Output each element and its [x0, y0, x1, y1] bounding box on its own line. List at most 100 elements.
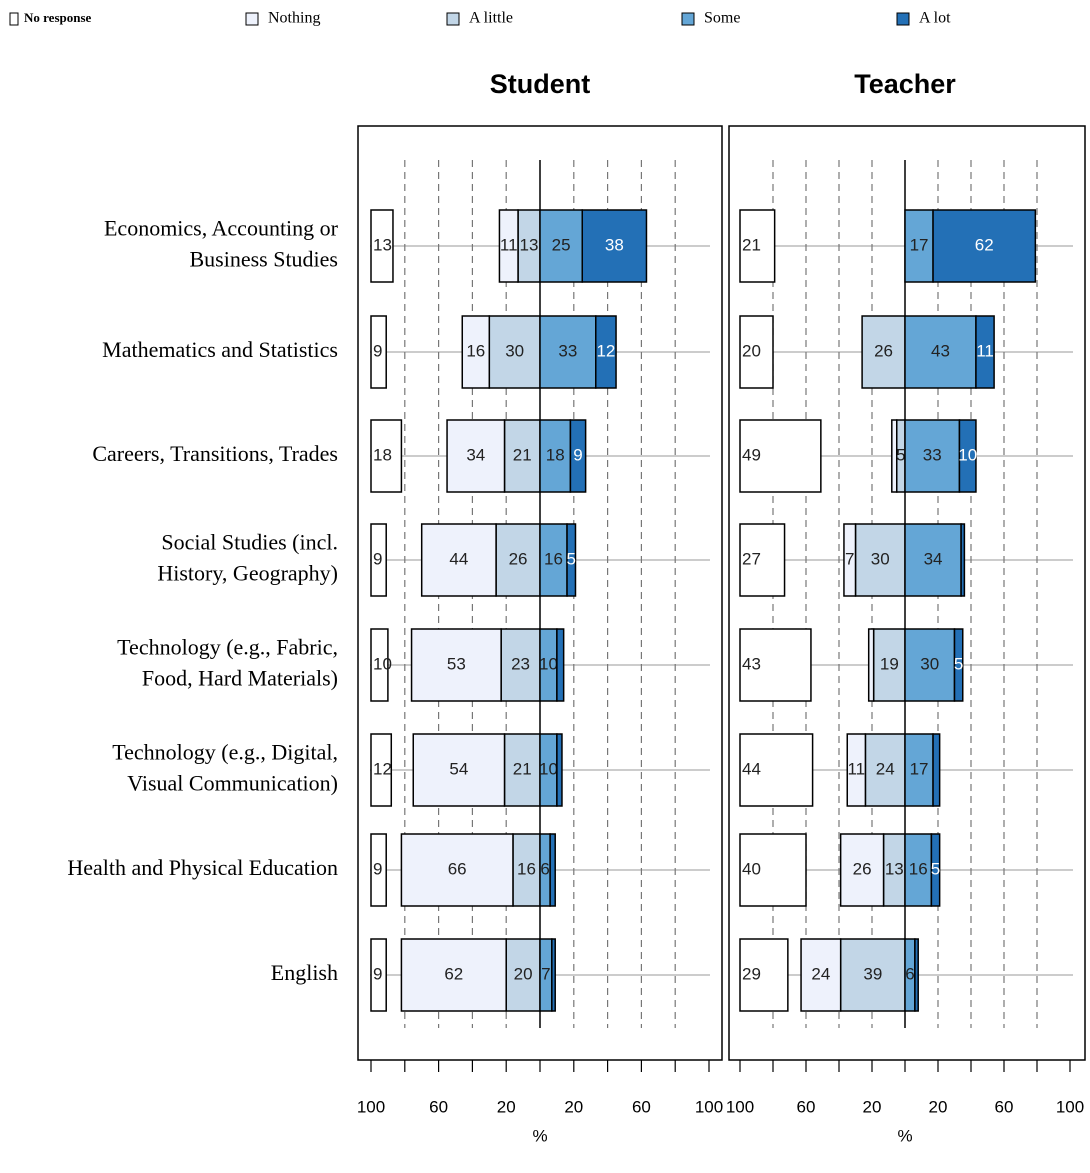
- bar-segment: [960, 523, 966, 597]
- data-label: 5: [931, 859, 940, 878]
- bar-segment: [904, 315, 977, 389]
- legend-label: Some: [704, 10, 740, 27]
- bar-segment: [581, 209, 648, 283]
- panel-title: Student: [490, 69, 591, 99]
- data-label: 43: [931, 341, 950, 360]
- data-label: 26: [509, 549, 528, 568]
- bar-segment: [904, 209, 934, 283]
- bar-segment: [739, 628, 812, 702]
- bar-segment: [500, 628, 541, 702]
- bar-segment: [800, 938, 842, 1012]
- bar-segment: [370, 315, 387, 389]
- panel-title: Teacher: [854, 69, 956, 99]
- legend-swatch: [681, 12, 695, 26]
- category-label: Technology (e.g., Fabric, Food, Hard Mate…: [117, 635, 338, 691]
- bar-segment: [410, 628, 502, 702]
- data-label: 62: [975, 235, 994, 254]
- data-label: 23: [511, 654, 530, 673]
- bar-segment: [975, 315, 995, 389]
- bar-segment: [556, 628, 565, 702]
- bar-segment: [446, 419, 506, 493]
- data-label: 66: [448, 859, 467, 878]
- bar-segment: [420, 523, 497, 597]
- data-label: 11: [500, 235, 518, 254]
- data-label: 9: [573, 445, 582, 464]
- bar-segment: [739, 419, 822, 493]
- bar-segment: [370, 833, 387, 907]
- bar-segment: [953, 628, 964, 702]
- bar-segment: [739, 209, 776, 283]
- bar-segment: [370, 733, 393, 807]
- bar-segment: [539, 315, 597, 389]
- legend-swatch: [446, 12, 460, 26]
- bar-segment: [512, 833, 541, 907]
- data-label: 26: [874, 341, 893, 360]
- data-label: 33: [558, 341, 577, 360]
- x-tick-label: 100: [1056, 1097, 1084, 1116]
- data-label: 13: [373, 235, 392, 254]
- category-label: Technology (e.g., Digital, Visual Communi…: [112, 740, 338, 796]
- bar-segment: [839, 833, 885, 907]
- bar-segment: [914, 938, 919, 1012]
- data-label: 53: [447, 654, 466, 673]
- data-label: 10: [539, 759, 558, 778]
- x-axis-label: %: [532, 1126, 547, 1145]
- bar-segment: [549, 833, 556, 907]
- bar-segment: [846, 733, 867, 807]
- data-label: 12: [373, 759, 392, 778]
- bar-segment: [739, 833, 807, 907]
- x-tick-label: 60: [632, 1097, 651, 1116]
- bar-segment: [461, 315, 491, 389]
- x-tick-label: 20: [863, 1097, 882, 1116]
- data-label: 39: [863, 964, 882, 983]
- bar-segment: [958, 419, 977, 493]
- bar-segment: [539, 419, 572, 493]
- data-label: 5: [896, 445, 905, 464]
- data-label: 34: [466, 445, 485, 464]
- legend-swatch: [245, 12, 259, 26]
- bar-segment: [400, 938, 507, 1012]
- bar-segment: [739, 523, 786, 597]
- bar-segment: [904, 833, 933, 907]
- legend-swatch: [896, 12, 910, 26]
- bar-segment: [503, 733, 541, 807]
- bar-segment: [400, 833, 514, 907]
- bar-segment: [503, 419, 541, 493]
- bar-segment: [370, 628, 389, 702]
- data-label: 16: [544, 549, 563, 568]
- category-label: Health and Physical Education: [67, 855, 338, 880]
- bar-segment: [566, 523, 577, 597]
- category-label: Mathematics and Statistics: [102, 337, 338, 362]
- bar-segment: [739, 315, 774, 389]
- category-label: Careers, Transitions, Trades: [92, 441, 338, 466]
- bar-segment: [370, 419, 403, 493]
- data-label: 13: [520, 235, 539, 254]
- category-label: English: [271, 960, 338, 985]
- data-label: 20: [742, 341, 761, 360]
- bar-segment: [839, 938, 906, 1012]
- data-label: 24: [811, 964, 830, 983]
- bar-segment: [595, 315, 617, 389]
- bar-segment: [370, 209, 394, 283]
- data-label: 21: [513, 445, 532, 464]
- data-label: 18: [373, 445, 392, 464]
- x-tick-label: 100: [695, 1097, 723, 1116]
- data-label: 30: [871, 549, 890, 568]
- data-label: 19: [880, 654, 899, 673]
- data-label: 21: [513, 759, 532, 778]
- data-label: 26: [853, 859, 872, 878]
- x-tick-label: 20: [929, 1097, 948, 1116]
- x-tick-label: 60: [429, 1097, 448, 1116]
- bar-segment: [932, 733, 941, 807]
- data-label: 21: [742, 235, 761, 254]
- bar-segment: [891, 419, 898, 493]
- data-label: 44: [449, 549, 468, 568]
- data-label: 30: [505, 341, 524, 360]
- data-label: 43: [742, 654, 761, 673]
- data-label: 9: [373, 859, 382, 878]
- data-label: 10: [539, 654, 558, 673]
- data-label: 17: [910, 759, 929, 778]
- bar-segment: [930, 833, 941, 907]
- bar-segment: [551, 938, 556, 1012]
- legend-label: A little: [469, 10, 513, 27]
